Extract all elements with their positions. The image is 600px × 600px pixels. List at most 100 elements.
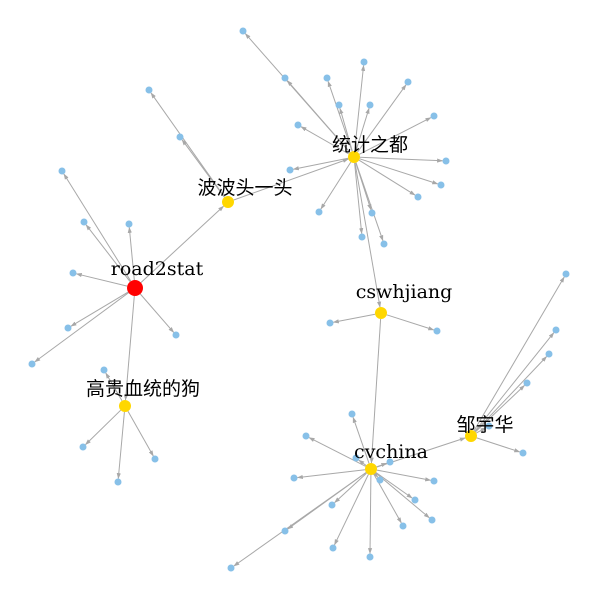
label-cvchina: cvchina [354, 441, 428, 463]
edge-cvchina-leaf-1 [308, 437, 366, 467]
edge-cvchina-leaf-14 [376, 462, 388, 468]
edge-tongji-leaf-8 [300, 126, 350, 155]
leaf-node-road2stat-2 [80, 218, 88, 226]
leaf-node-cswhjiang-1 [326, 319, 334, 327]
leaf-node-cvchina-8 [399, 522, 407, 530]
leaf-node-zou-1 [562, 270, 570, 278]
edge-bobo-tongji [233, 158, 349, 201]
edge-cvchina-leaf-12 [233, 472, 367, 567]
leaf-node-tongji-12 [414, 193, 422, 201]
edge-zou-leaf-2 [474, 332, 555, 432]
leaf-node-tongji-6 [366, 101, 374, 109]
edge-tongji-leaf-7 [339, 107, 353, 152]
edge-tongji-leaf-17 [354, 162, 364, 235]
label-zou: 邹宇华 [456, 414, 513, 436]
leaf-node-road2stat-5 [64, 324, 72, 332]
edge-cvchina-leaf-5 [376, 469, 432, 482]
edge-gaogui-leaf-3 [127, 410, 154, 457]
leaf-node-gaogui-3 [151, 455, 159, 463]
leaf-node-cvchina-14 [386, 458, 394, 466]
leaf-node-bobo-2 [145, 86, 153, 94]
edge-road2stat-leaf-7 [139, 293, 175, 333]
edge-road2stat-leaf-1 [63, 173, 132, 282]
leaf-node-tongji-11 [437, 181, 445, 189]
edge-tongji-leaf-5 [357, 84, 407, 153]
leaf-node-cvchina-5 [430, 477, 438, 485]
leaf-node-tongji-3 [323, 74, 331, 82]
edge-zou-leaf-6 [474, 356, 548, 433]
edge-cswhjiang-cvchina [369, 318, 382, 464]
edge-gaogui-leaf-4 [105, 372, 123, 402]
leaf-node-cvchina-12 [227, 564, 235, 572]
edge-gaogui-leaf-2 [116, 411, 125, 480]
leaf-node-tongji-16 [380, 240, 388, 248]
leaf-node-road2stat-1 [58, 167, 66, 175]
leaf-node-cvchina-3 [290, 474, 298, 482]
edge-cvchina-leaf-13 [358, 459, 367, 466]
edge-tongji-leaf-13 [292, 157, 349, 171]
leaf-node-tongji-2 [281, 74, 289, 82]
leaf-node-tongji-9 [430, 112, 438, 120]
leaf-node-road2stat-6 [28, 360, 36, 368]
hub-node-cswhjiang [375, 307, 387, 319]
leaf-node-cvchina-15 [376, 476, 384, 484]
leaf-node-cvchina-4 [328, 501, 336, 509]
edge-tongji-cswhjiang [354, 162, 382, 308]
hub-node-bobo [222, 196, 234, 208]
leaf-node-zou-2 [552, 326, 560, 334]
leaf-node-gaogui-1 [79, 443, 87, 451]
edge-tongji-leaf-12 [358, 159, 416, 196]
edge-tongji-leaf-6 [355, 107, 370, 152]
leaf-node-tongji-4 [360, 58, 368, 66]
edge-zou-leaf-3 [475, 384, 525, 433]
leaf-node-tongji-14 [315, 208, 323, 216]
edge-cswhjiang-leaf-1 [332, 313, 376, 324]
edge-tongji-leaf-14 [320, 161, 352, 210]
hub-node-cvchina [365, 463, 377, 475]
label-tongji: 统计之都 [332, 134, 408, 156]
leaf-node-gaogui-2 [114, 478, 122, 486]
hub-node-tongji [348, 151, 360, 163]
leaf-node-tongji-7 [335, 101, 343, 109]
leaf-node-zou-4 [519, 449, 527, 457]
edge-zou-leaf-4 [476, 437, 521, 453]
edge-cvchina-leaf-9 [367, 474, 373, 555]
leaf-node-tongji-1 [239, 27, 247, 35]
leaf-node-tongji-15 [368, 209, 376, 217]
edge-road2stat-leaf-3 [127, 226, 135, 281]
labels-layer: road2stat 波波头一头 统计之都 cswhjiang cvchina 邹… [86, 134, 514, 463]
leaf-node-road2stat-3 [125, 220, 133, 228]
label-cswhjiang: cswhjiang [356, 281, 453, 303]
leaf-node-cvchina-6 [411, 496, 419, 504]
leaf-node-gaogui-4 [100, 366, 108, 374]
edge-cvchina-leaf-3 [296, 469, 366, 480]
edge-road2stat-gaogui [123, 295, 135, 401]
edge-cvchina-leaf-4 [334, 472, 367, 504]
leaf-node-road2stat-4 [69, 269, 77, 277]
edges-layer [34, 33, 565, 567]
leaf-node-cvchina-1 [302, 432, 310, 440]
leaf-node-bobo-1 [176, 133, 184, 141]
leaf-node-road2stat-7 [172, 331, 180, 339]
edge-tongji-leaf-2 [286, 80, 351, 153]
edge-road2stat-leaf-5 [70, 291, 129, 327]
edge-gaogui-leaf-1 [85, 409, 122, 446]
label-bobo: 波波头一头 [197, 177, 292, 199]
leaf-node-tongji-8 [294, 121, 302, 129]
leaf-node-cvchina-13 [352, 454, 360, 462]
hub-node-gaogui [119, 400, 131, 412]
leaf-node-cswhjiang-2 [433, 327, 441, 335]
edge-cswhjiang-leaf-2 [386, 314, 435, 331]
edge-road2stat-leaf-2 [85, 224, 131, 283]
leaf-node-tongji-5 [404, 78, 412, 86]
leaf-node-cvchina-7 [428, 516, 436, 524]
edge-road2stat-leaf-4 [75, 273, 128, 287]
edge-cvchina-leaf-10 [334, 474, 369, 546]
edge-tongji-leaf-10 [359, 156, 444, 163]
edge-tongji-leaf-9 [359, 117, 432, 155]
leaf-node-cvchina-9 [366, 553, 374, 561]
edge-zou-leaf-1 [473, 276, 565, 432]
edge-tongji-leaf-4 [354, 64, 366, 152]
edge-cvchina-leaf-2 [352, 416, 370, 464]
hub-node-zou [465, 430, 477, 442]
